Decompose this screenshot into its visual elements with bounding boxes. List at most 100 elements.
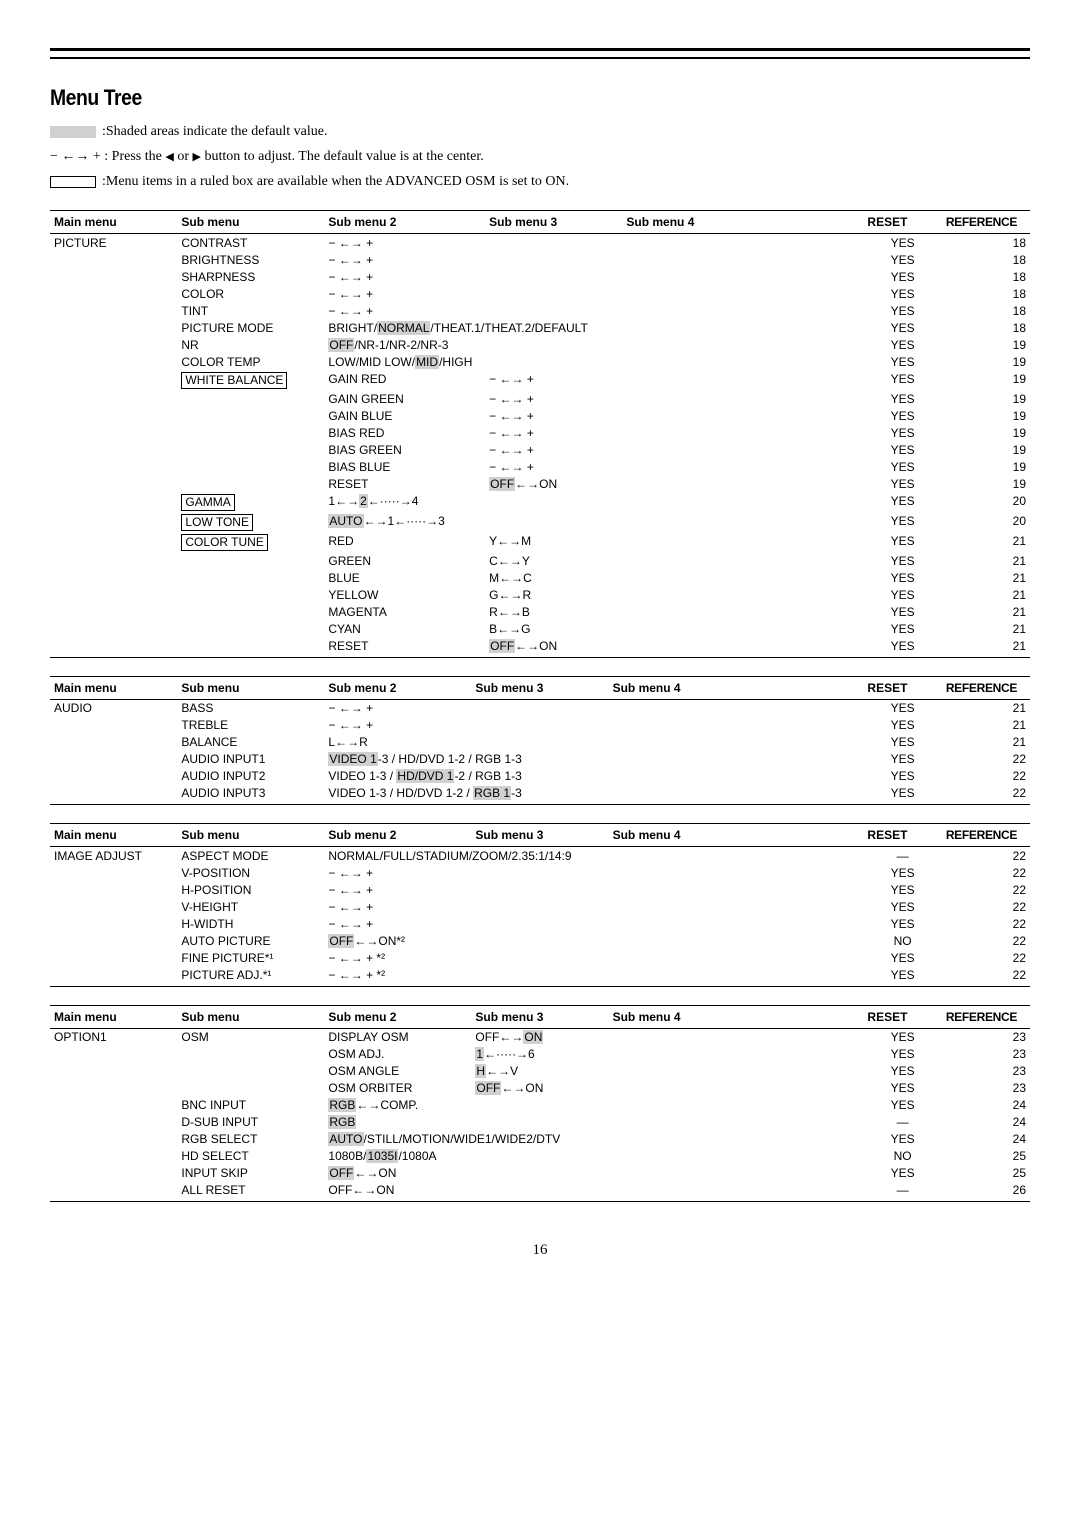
table-cell: TINT: [177, 302, 324, 319]
table-header: Sub menu 2: [324, 824, 471, 847]
table-cell: [471, 1165, 608, 1182]
table-cell: [50, 915, 177, 932]
table-row: BLUEM←→CYES21: [50, 569, 1030, 586]
table-row: TREBLE− ←→ +YES21: [50, 717, 1030, 734]
table-cell: [50, 475, 177, 492]
table-cell: [609, 768, 864, 785]
menu-table: Main menuSub menuSub menu 2Sub menu 3Sub…: [50, 676, 1030, 806]
table-header: Sub menu 3: [485, 211, 622, 234]
table-cell: [609, 1131, 864, 1148]
table-cell: [622, 475, 863, 492]
table-cell: 19: [942, 407, 1030, 424]
table-cell: 22: [942, 881, 1030, 898]
table-row: TINT− ←→ +YES18: [50, 302, 1030, 319]
table-cell: YES: [863, 1028, 941, 1046]
table-cell: YES: [863, 353, 941, 370]
table-header: Main menu: [50, 824, 177, 847]
table-cell: D-SUB INPUT: [177, 1114, 324, 1131]
table-cell: [622, 285, 863, 302]
table-cell: 18: [942, 319, 1030, 336]
table-cell: [50, 492, 177, 512]
table-cell: [50, 336, 177, 353]
table-cell: [177, 407, 324, 424]
table-cell: [50, 407, 177, 424]
table-row: IMAGE ADJUSTASPECT MODENORMAL/FULL/STADI…: [50, 847, 1030, 865]
table-cell: − ←→ +: [324, 915, 471, 932]
table-row: CYANB←→GYES21: [50, 620, 1030, 637]
table-cell: [471, 915, 608, 932]
table-row: MAGENTAR←→BYES21: [50, 603, 1030, 620]
table-cell: TREBLE: [177, 717, 324, 734]
table-cell: ASPECT MODE: [177, 847, 324, 865]
table-row: RESETOFF←→ONYES21: [50, 637, 1030, 657]
table-cell: YES: [863, 302, 941, 319]
table-cell: − ←→ +: [324, 699, 471, 717]
table-cell: [177, 475, 324, 492]
legend-ruled: :Menu items in a ruled box are available…: [50, 171, 1030, 192]
table-cell: OFF←→ON: [485, 475, 622, 492]
table-row: RGB SELECTAUTO/STILL/MOTION/WIDE1/WIDE2/…: [50, 1131, 1030, 1148]
table-header: Sub menu 2: [324, 676, 471, 699]
table-cell: YES: [863, 532, 941, 552]
table-cell: [609, 734, 864, 751]
table-cell: [622, 424, 863, 441]
tables-container: Main menuSub menuSub menu 2Sub menu 3Sub…: [50, 210, 1030, 1202]
table-header: Sub menu 4: [622, 211, 863, 234]
table-cell: [50, 966, 177, 986]
table-cell: YES: [863, 390, 941, 407]
table-header: RESET: [863, 824, 941, 847]
table-header: Sub menu 4: [609, 1005, 864, 1028]
table-cell: [609, 847, 864, 865]
table-cell: YES: [863, 424, 941, 441]
table-cell: 23: [942, 1028, 1030, 1046]
table-cell: YES: [863, 251, 941, 268]
table-cell: [609, 966, 864, 986]
table-row: OSM ORBITEROFF←→ONYES23: [50, 1080, 1030, 1097]
table-row: COLOR TUNEREDY←→MYES21: [50, 532, 1030, 552]
table-cell: [177, 569, 324, 586]
table-cell: CYAN: [324, 620, 485, 637]
table-header: Sub menu 3: [471, 676, 608, 699]
table-cell: YES: [863, 1063, 941, 1080]
table-cell: YES: [863, 1131, 941, 1148]
table-cell: [177, 586, 324, 603]
table-header: REFERENCE: [942, 676, 1030, 699]
table-cell: 23: [942, 1063, 1030, 1080]
table-cell: YES: [863, 864, 941, 881]
table-row: OSM ANGLEH←→VYES23: [50, 1063, 1030, 1080]
table-cell: [485, 492, 622, 512]
table-cell: COLOR TUNE: [177, 532, 324, 552]
table-row: BRIGHTNESS− ←→ +YES18: [50, 251, 1030, 268]
table-cell: COLOR: [177, 285, 324, 302]
table-cell: − ←→ +: [324, 717, 471, 734]
table-cell: PICTURE: [50, 234, 177, 252]
table-cell: [471, 932, 608, 949]
table-cell: YES: [863, 475, 941, 492]
table-cell: AUDIO INPUT3: [177, 785, 324, 805]
table-cell: 22: [942, 915, 1030, 932]
table-cell: OFF←→ON: [485, 637, 622, 657]
table-row: PICTURE MODEBRIGHT/NORMAL/THEAT.1/THEAT.…: [50, 319, 1030, 336]
table-cell: GAIN BLUE: [324, 407, 485, 424]
table-cell: [50, 268, 177, 285]
table-cell: [177, 620, 324, 637]
table-cell: 19: [942, 353, 1030, 370]
table-cell: [471, 717, 608, 734]
table-cell: OSM ADJ.: [324, 1046, 471, 1063]
table-cell: VIDEO 1-3 / HD/DVD 1-2 / RGB 1-3: [324, 785, 608, 805]
table-cell: YES: [863, 1165, 941, 1182]
table-cell: [622, 268, 863, 285]
table-row: INPUT SKIPOFF←→ONYES25: [50, 1165, 1030, 1182]
table-cell: [609, 1182, 864, 1202]
table-cell: 21: [942, 552, 1030, 569]
table-cell: [50, 1097, 177, 1114]
table-cell: [622, 492, 863, 512]
table-header: RESET: [863, 211, 941, 234]
table-cell: [50, 620, 177, 637]
table-cell: [50, 1046, 177, 1063]
table-cell: 22: [942, 751, 1030, 768]
table-cell: [177, 424, 324, 441]
table-header: Sub menu 4: [609, 676, 864, 699]
table-cell: [50, 370, 177, 390]
table-cell: YES: [863, 370, 941, 390]
